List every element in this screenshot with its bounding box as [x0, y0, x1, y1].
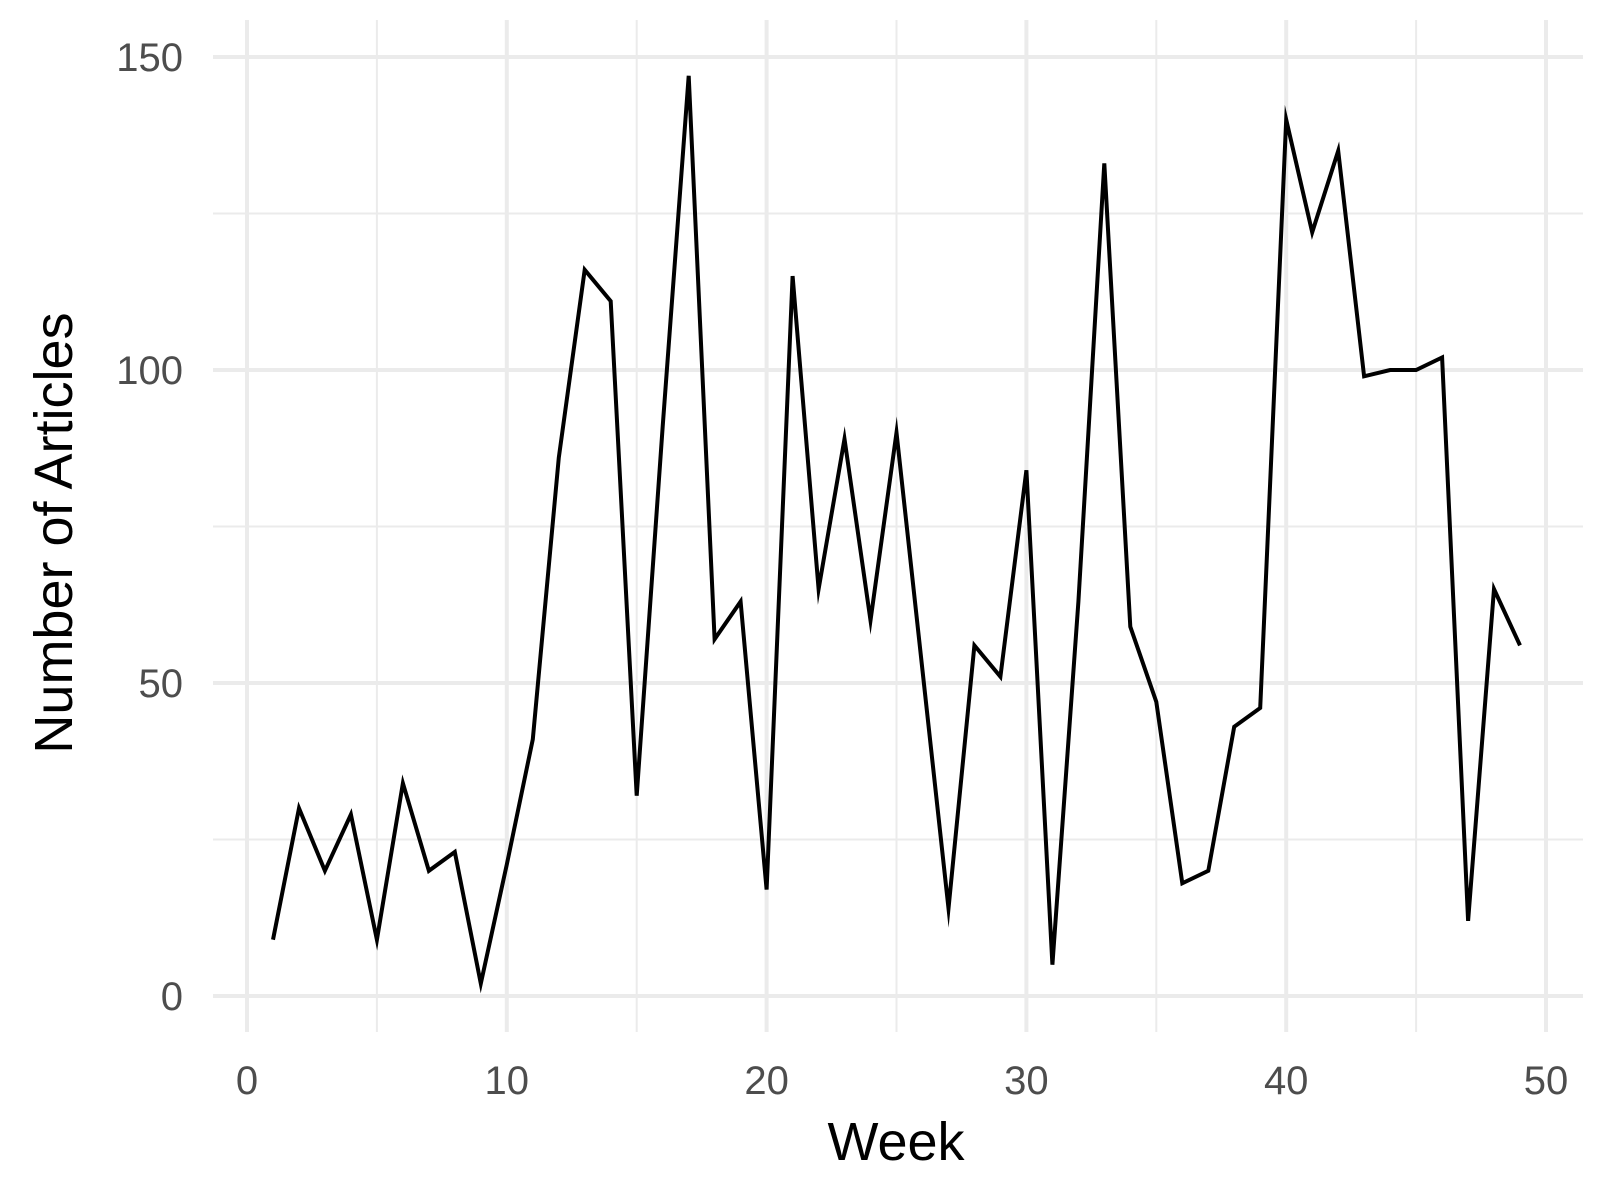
y-tick-label: 0 [161, 975, 183, 1019]
y-tick-label: 100 [116, 349, 183, 393]
x-tick-label: 40 [1264, 1059, 1309, 1103]
y-axis-title: Number of Articles [24, 312, 84, 753]
x-tick-label: 20 [744, 1059, 789, 1103]
x-axis-title: Week [827, 1112, 965, 1172]
minor-gridlines [213, 20, 1583, 1032]
x-tick-label: 50 [1524, 1059, 1569, 1103]
y-axis-tick-labels: 0 50 100 150 [116, 36, 183, 1019]
y-tick-label: 50 [139, 662, 184, 706]
x-tick-label: 0 [236, 1059, 258, 1103]
x-tick-label: 10 [485, 1059, 530, 1103]
major-gridlines [213, 20, 1583, 1032]
y-tick-label: 150 [116, 36, 183, 80]
x-tick-label: 30 [1004, 1059, 1049, 1103]
series-layer [271, 75, 1522, 994]
series-line [271, 75, 1522, 994]
x-axis-tick-labels: 0 10 20 30 40 50 [236, 1059, 1568, 1103]
